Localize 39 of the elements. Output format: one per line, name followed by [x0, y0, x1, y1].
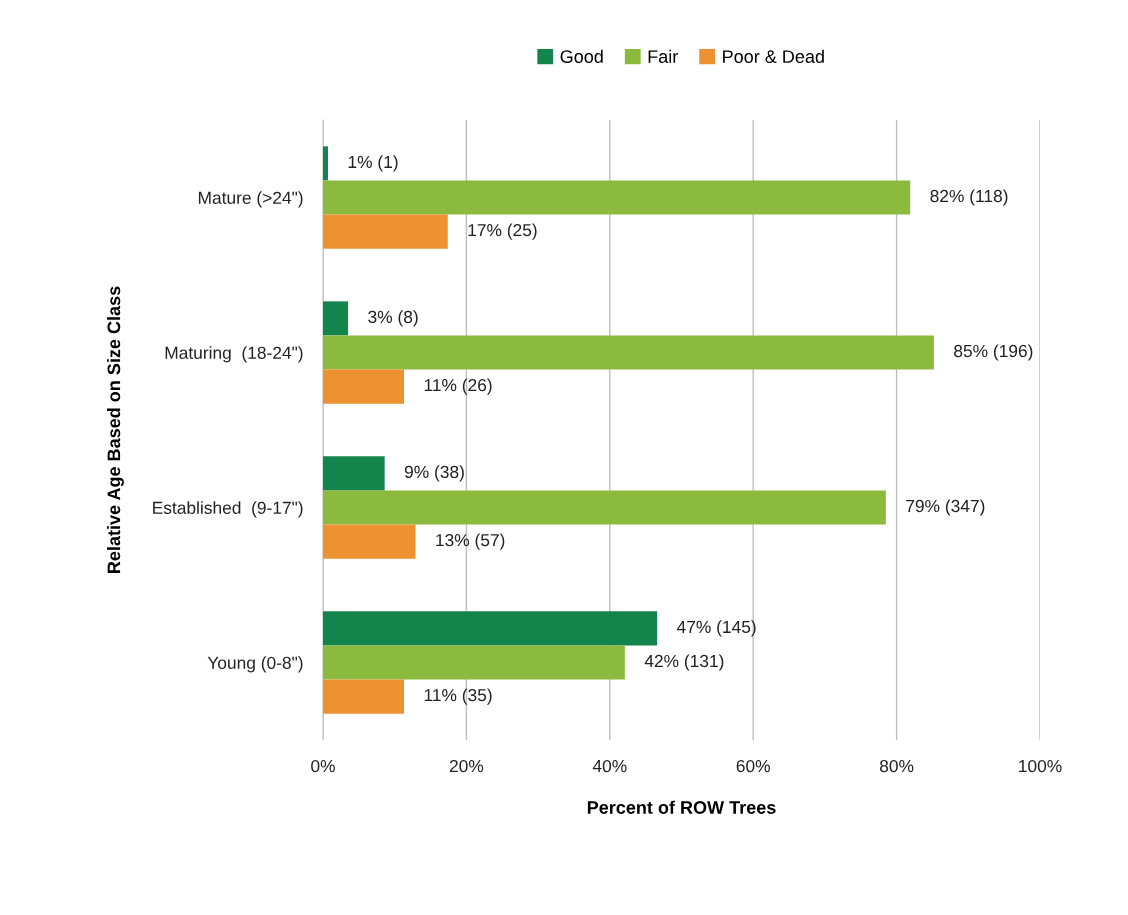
legend-label: Poor & Dead [723, 49, 824, 63]
y-tick-label: Mature (>24") [198, 191, 303, 208]
data-label: 42% (131) [644, 654, 724, 671]
data-label: 9% (38) [404, 465, 464, 482]
bar [323, 524, 416, 559]
legend-label: Fair [648, 49, 678, 63]
bar [323, 146, 329, 181]
bar [323, 214, 448, 249]
bar [323, 301, 349, 336]
data-label: 17% (25) [468, 223, 537, 240]
data-label: 3% (8) [368, 310, 418, 327]
y-tick-label: Maturing (18-24") [165, 346, 303, 363]
bar [323, 456, 385, 491]
data-label: 1% (1) [348, 155, 398, 172]
x-tick-label: 40% [592, 759, 627, 773]
bar [323, 335, 934, 370]
data-label: 11% (35) [424, 688, 492, 705]
y-tick-label: Established (9-17") [153, 501, 303, 518]
bar [323, 180, 911, 215]
data-label: 47% (145) [676, 620, 756, 637]
data-label: 85% (196) [954, 344, 1033, 361]
x-tick-label: 0% [311, 759, 335, 773]
x-tick-label: 80% [879, 759, 914, 773]
x-axis-title: Percent of ROW Trees [587, 800, 776, 814]
data-label: 79% (347) [906, 499, 985, 516]
bar [323, 490, 886, 525]
y-tick-label: Young (0-8") [207, 656, 303, 673]
bar [323, 369, 405, 404]
data-label: 11% (26) [424, 378, 492, 395]
x-tick-label: 60% [736, 759, 770, 773]
data-label: 82% (118) [930, 189, 1008, 206]
x-tick-label: 20% [449, 759, 484, 773]
bar [323, 611, 658, 646]
bar [323, 679, 405, 714]
data-label: 13% (57) [436, 533, 505, 550]
bar [323, 645, 625, 680]
legend-label: Good [560, 49, 603, 63]
y-axis-title: Relative Age Based on Size Class [107, 286, 124, 573]
x-tick-label: 100% [1019, 759, 1062, 773]
